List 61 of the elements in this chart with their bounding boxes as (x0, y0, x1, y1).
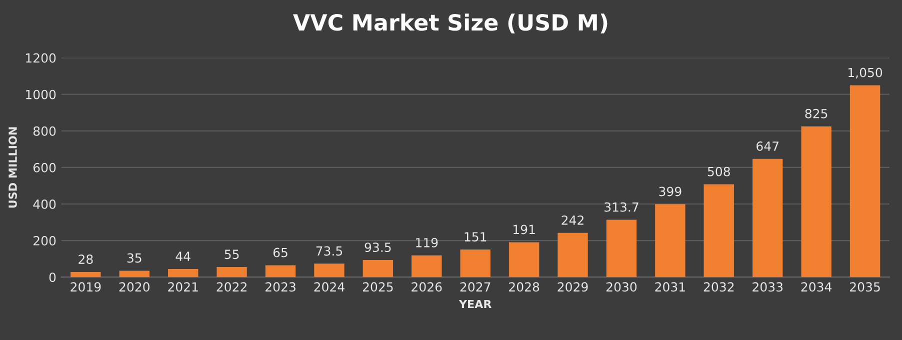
data-label: 44 (176, 252, 190, 261)
x-tick-label: 2031 (655, 282, 685, 292)
data-label: 508 (708, 166, 730, 176)
data-label: 35 (127, 253, 142, 263)
chart-title: VVC Market Size (USD M) (293, 14, 608, 34)
x-tick-label: 2035 (850, 282, 880, 292)
bar (508, 242, 540, 278)
bar (558, 232, 588, 278)
y-tick-label: 1000 (26, 90, 56, 100)
x-tick-label: 2024 (314, 282, 344, 292)
bar (314, 264, 344, 278)
data-label: 242 (562, 215, 584, 225)
x-tick-label: 2028 (509, 282, 540, 292)
y-tick-label: 800 (33, 126, 56, 136)
x-tick-label: 2020 (119, 282, 150, 292)
x-tick-label: 2032 (704, 282, 734, 292)
bar (704, 184, 734, 278)
y-tick-label: 1200 (26, 53, 56, 63)
data-label: 825 (805, 108, 828, 118)
x-tick-label: 2030 (606, 282, 637, 292)
x-tick-label: 2025 (362, 282, 393, 292)
data-label: 55 (224, 250, 239, 260)
x-tick-label: 2027 (460, 282, 490, 292)
bar (216, 267, 247, 278)
x-axis-title: YEAR (458, 300, 492, 308)
y-tick-label: 200 (34, 236, 56, 246)
bar (752, 158, 783, 278)
bar (265, 265, 296, 278)
bar (606, 220, 637, 278)
bar (460, 250, 490, 278)
x-tick-label: 2034 (801, 282, 832, 292)
x-tick-label: 2026 (412, 282, 442, 292)
bar (362, 260, 394, 278)
data-label: 399 (659, 186, 682, 196)
x-tick-label: 2022 (216, 282, 246, 292)
bar (801, 126, 832, 278)
data-label: 28 (78, 254, 93, 264)
x-tick-label: 2029 (558, 282, 588, 292)
data-label: 73.5 (316, 246, 342, 256)
data-label: 151 (464, 232, 486, 242)
x-tick-label: 2033 (752, 282, 783, 292)
data-label: 119 (416, 238, 438, 248)
bar (168, 269, 198, 278)
y-tick-label: 600 (33, 162, 56, 172)
data-label: 1,050 (848, 68, 882, 79)
y-tick-label: 0 (49, 272, 56, 282)
x-tick-label: 2021 (168, 282, 198, 292)
x-tick-label: 2019 (70, 282, 101, 292)
bar (70, 272, 101, 278)
bar (412, 255, 442, 278)
data-label: 65 (273, 248, 288, 258)
data-label: 313.7 (604, 202, 638, 212)
x-tick-label: 2023 (266, 282, 296, 292)
data-label: 191 (514, 224, 535, 234)
y-axis-title: USD MILLION (8, 127, 17, 208)
data-label: 93.5 (364, 242, 391, 252)
y-tick-label: 400 (33, 199, 56, 209)
bar (655, 204, 686, 278)
bar (119, 270, 150, 278)
data-label: 647 (756, 141, 778, 151)
bar (850, 85, 880, 278)
